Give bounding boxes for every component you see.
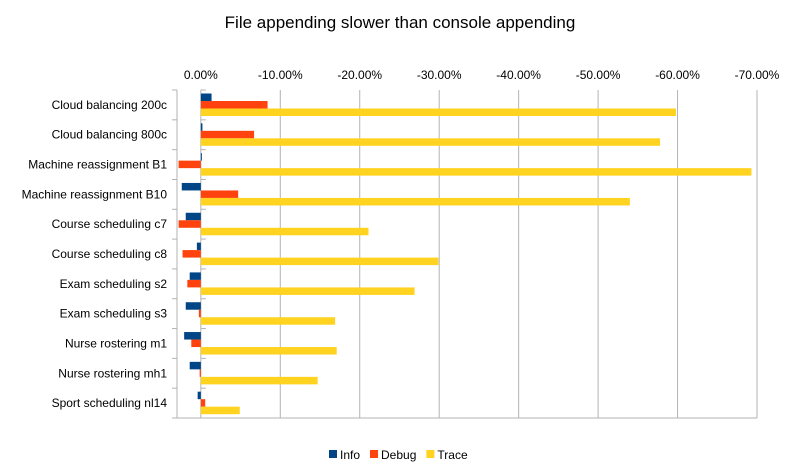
bar-trace [200, 168, 752, 176]
bar-debug [198, 309, 201, 318]
bar-debug [200, 130, 255, 139]
bar-trace [200, 287, 415, 295]
bar-debug [199, 369, 201, 377]
x-tick-labels: 0.00% -10.00% -20.00% -30.00% -40.00% -50.00%… [184, 68, 780, 82]
bar-info [185, 302, 201, 310]
legend-label-debug: Debug [381, 448, 416, 462]
bar-debug [200, 190, 239, 198]
bar-trace [200, 138, 661, 146]
legend-swatch-debug [370, 450, 379, 458]
x-tick-label: 0.00% [184, 68, 218, 82]
bar-debug [200, 101, 268, 109]
category-label: Course scheduling c8 [52, 247, 168, 261]
x-tick-label: -60.00% [655, 68, 700, 82]
category-label: Exam scheduling s3 [60, 307, 168, 321]
bar-trace [200, 406, 240, 415]
bar-info [200, 93, 212, 101]
bar-info [185, 212, 201, 221]
x-tick-label: -50.00% [576, 68, 621, 82]
x-tick-label: -10.00% [258, 68, 303, 82]
bar-info [197, 391, 201, 400]
bar-debug [178, 160, 201, 169]
bar-info [200, 153, 202, 161]
bar-info [184, 332, 201, 340]
bar-debug [200, 399, 206, 407]
chart-title: File appending slower than console appen… [225, 13, 576, 32]
category-label: Machine reassignment B1 [28, 158, 167, 172]
bar-trace [200, 227, 369, 236]
bar-trace [200, 376, 318, 385]
category-label: Cloud balancing 800c [52, 128, 167, 142]
category-label: Course scheduling c7 [52, 217, 168, 231]
bar-info [196, 242, 201, 251]
bar-info [181, 182, 201, 191]
x-tick-label: -20.00% [337, 68, 382, 82]
bar-debug [178, 220, 201, 228]
bars [178, 93, 752, 415]
bar-debug [182, 250, 201, 258]
category-label: Nurse rostering mh1 [58, 366, 167, 380]
bar-info [200, 123, 203, 131]
legend: Info Debug Trace [329, 448, 468, 462]
category-labels: Cloud balancing 200c Cloud balancing 800c… [22, 98, 168, 410]
category-label: Exam scheduling s2 [60, 277, 168, 291]
bar-debug [187, 279, 201, 288]
legend-swatch-info [329, 450, 337, 458]
category-label: Nurse rostering m1 [65, 336, 167, 350]
legend-label-trace: Trace [437, 448, 468, 462]
bar-debug [191, 339, 201, 348]
bar-trace [200, 317, 336, 325]
x-tick-label: -30.00% [417, 68, 462, 82]
bar-trace [200, 347, 337, 355]
legend-swatch-trace [426, 450, 435, 458]
bar-info [189, 361, 201, 370]
bar-trace [200, 257, 439, 266]
bar-trace [200, 197, 630, 206]
category-label: Cloud balancing 200c [52, 98, 167, 112]
category-label: Sport scheduling nl14 [52, 396, 168, 410]
category-label: Machine reassignment B10 [22, 187, 168, 201]
bar-trace [200, 108, 676, 116]
x-tick-label: -70.00% [735, 68, 780, 82]
bar-info [189, 272, 201, 280]
x-tick-label: -40.00% [496, 68, 541, 82]
legend-label-info: Info [340, 448, 360, 462]
